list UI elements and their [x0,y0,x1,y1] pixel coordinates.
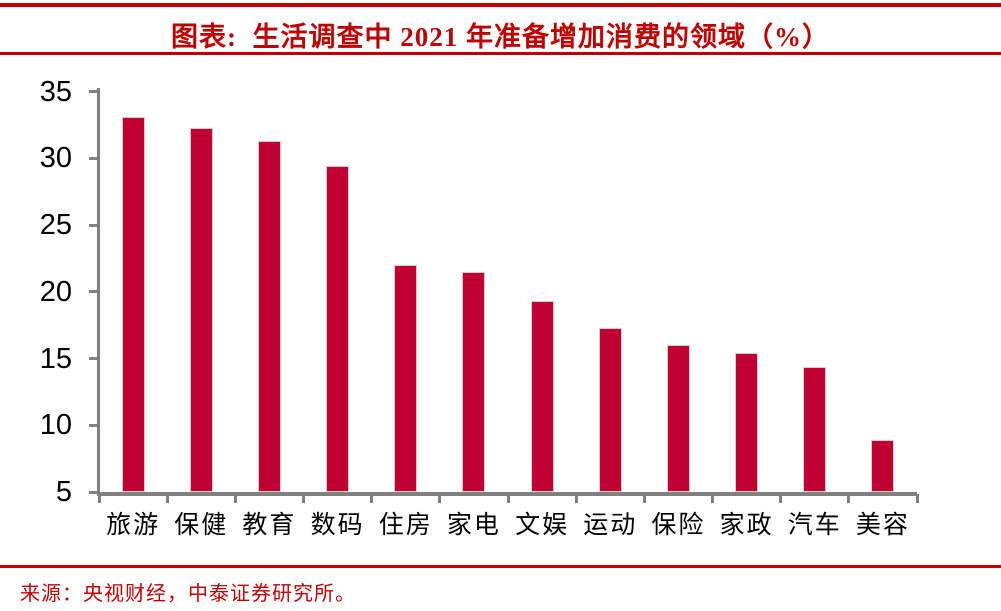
x-axis-tick [506,494,510,503]
x-axis-category-label: 住房 [378,512,433,539]
x-axis-category-label: 数码 [310,512,365,539]
bar-运动 [598,327,622,492]
chart-title: 图表: 生活调查中 2021 年准备增加消费的领域（%） [171,22,830,52]
bar-保健 [189,127,213,492]
x-axis-tick [642,494,646,503]
y-axis-tick [89,223,98,227]
x-axis-tick [847,494,851,503]
x-axis-category-label: 保健 [174,512,229,539]
bar-教育 [257,141,281,492]
x-axis-category-label: 家电 [446,512,501,539]
x-axis-tick [97,494,101,503]
bar-数码 [326,166,350,492]
y-axis-tick-label: 30 [39,142,72,175]
x-axis-category-label: 美容 [855,512,910,539]
bar-汽车 [803,366,827,492]
title-divider-rule [0,52,1001,55]
y-axis-tick [89,90,98,94]
bar-住房 [394,265,418,492]
x-axis-tick [438,494,442,503]
x-axis-tick [233,494,237,503]
y-axis-tick-label: 15 [39,342,72,375]
x-axis-tick [711,494,714,503]
y-axis-tick-label: 10 [39,409,72,442]
x-axis-tick [302,494,305,503]
y-axis-tick [89,423,98,427]
bar-家政 [735,353,759,492]
y-axis-tick [89,290,98,294]
y-axis-tick [89,490,98,494]
x-axis-tick [915,494,919,503]
bar-美容 [871,439,895,492]
bar-保险 [666,345,690,492]
y-axis-tick-label: 35 [39,75,72,108]
x-axis-tick [574,494,578,503]
y-axis-tick-label: 20 [39,275,72,308]
x-axis-category-label: 运动 [583,512,638,539]
footer-rule [0,565,1001,568]
y-axis-tick-label: 5 [55,476,72,508]
x-axis-category-label: 旅游 [106,512,161,539]
x-axis-category-label: 汽车 [787,512,842,539]
y-axis-tick [89,156,98,160]
bar-旅游 [121,117,145,492]
y-axis-line [97,88,100,496]
x-axis-tick [779,494,783,503]
bar-家电 [462,271,486,492]
source-note: 来源：央视财经，中泰证券研究所。 [20,583,356,605]
x-axis-category-label: 家政 [719,512,774,539]
x-axis-category-label: 保险 [651,512,706,539]
x-axis-category-label: 教育 [242,512,297,539]
x-axis-tick [370,494,374,503]
top-rule [0,3,1001,7]
y-axis-tick-label: 25 [39,209,72,242]
x-axis-category-label: 文娱 [515,512,570,539]
bar-文娱 [530,301,554,492]
x-axis-tick [165,494,169,503]
y-axis-tick [89,357,98,361]
